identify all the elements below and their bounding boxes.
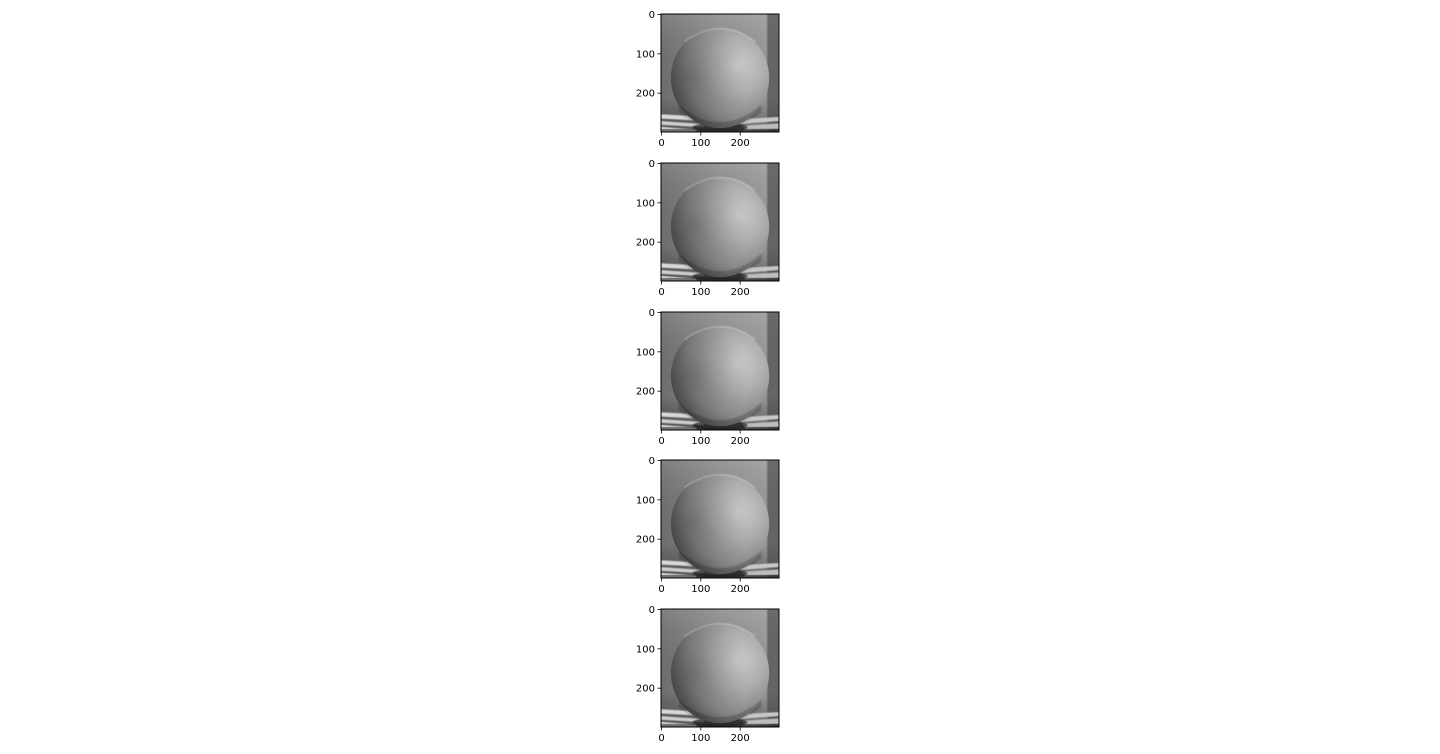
y-tick-label: 100 (636, 644, 655, 655)
y-tick-label: 100 (636, 49, 655, 60)
subplot-5: 0 100 200 0 100 200 (636, 605, 780, 744)
x-tick-label: 200 (731, 138, 750, 149)
subplot-3: 0 100 200 0 100 200 (636, 308, 780, 447)
orange-image (661, 609, 779, 727)
x-tick-label: 200 (731, 287, 750, 298)
orange-image (661, 312, 779, 430)
y-tick-label: 100 (636, 347, 655, 358)
axes-frame (660, 13, 780, 133)
x-tick-label: 0 (658, 733, 664, 744)
y-tick-label: 100 (636, 198, 655, 209)
axes-frame (660, 162, 780, 282)
x-tick-label: 200 (731, 584, 750, 595)
y-tick-label: 200 (636, 89, 655, 100)
orange-image (661, 14, 779, 132)
subplot-4: 0 100 200 0 100 200 (636, 456, 780, 595)
y-tick-label: 0 (649, 456, 655, 467)
x-tick-label: 200 (731, 436, 750, 447)
y-tick-label: 200 (636, 387, 655, 398)
x-tick-label: 0 (658, 138, 664, 149)
x-tick-label: 0 (658, 436, 664, 447)
x-tick-label: 100 (691, 436, 710, 447)
y-tick-label: 0 (649, 605, 655, 616)
x-tick-label: 0 (658, 584, 664, 595)
x-tick-label: 100 (691, 733, 710, 744)
y-tick-label: 0 (649, 10, 655, 21)
x-tick-label: 0 (658, 287, 664, 298)
subplot-2: 0 100 200 0 100 200 (636, 159, 780, 298)
y-tick-label: 0 (649, 308, 655, 319)
subplot-1: 0 100 200 0 100 200 (636, 10, 780, 149)
orange-image (661, 460, 779, 578)
x-tick-label: 100 (691, 138, 710, 149)
orange-image (661, 163, 779, 281)
axes-frame (660, 608, 780, 728)
y-tick-label: 200 (636, 238, 655, 249)
x-tick-label: 200 (731, 733, 750, 744)
y-tick-label: 200 (636, 684, 655, 695)
x-tick-label: 100 (691, 584, 710, 595)
y-tick-label: 100 (636, 495, 655, 506)
axes-frame (660, 311, 780, 431)
y-tick-label: 0 (649, 159, 655, 170)
x-tick-label: 100 (691, 287, 710, 298)
axes-frame (660, 459, 780, 579)
y-tick-label: 200 (636, 535, 655, 546)
